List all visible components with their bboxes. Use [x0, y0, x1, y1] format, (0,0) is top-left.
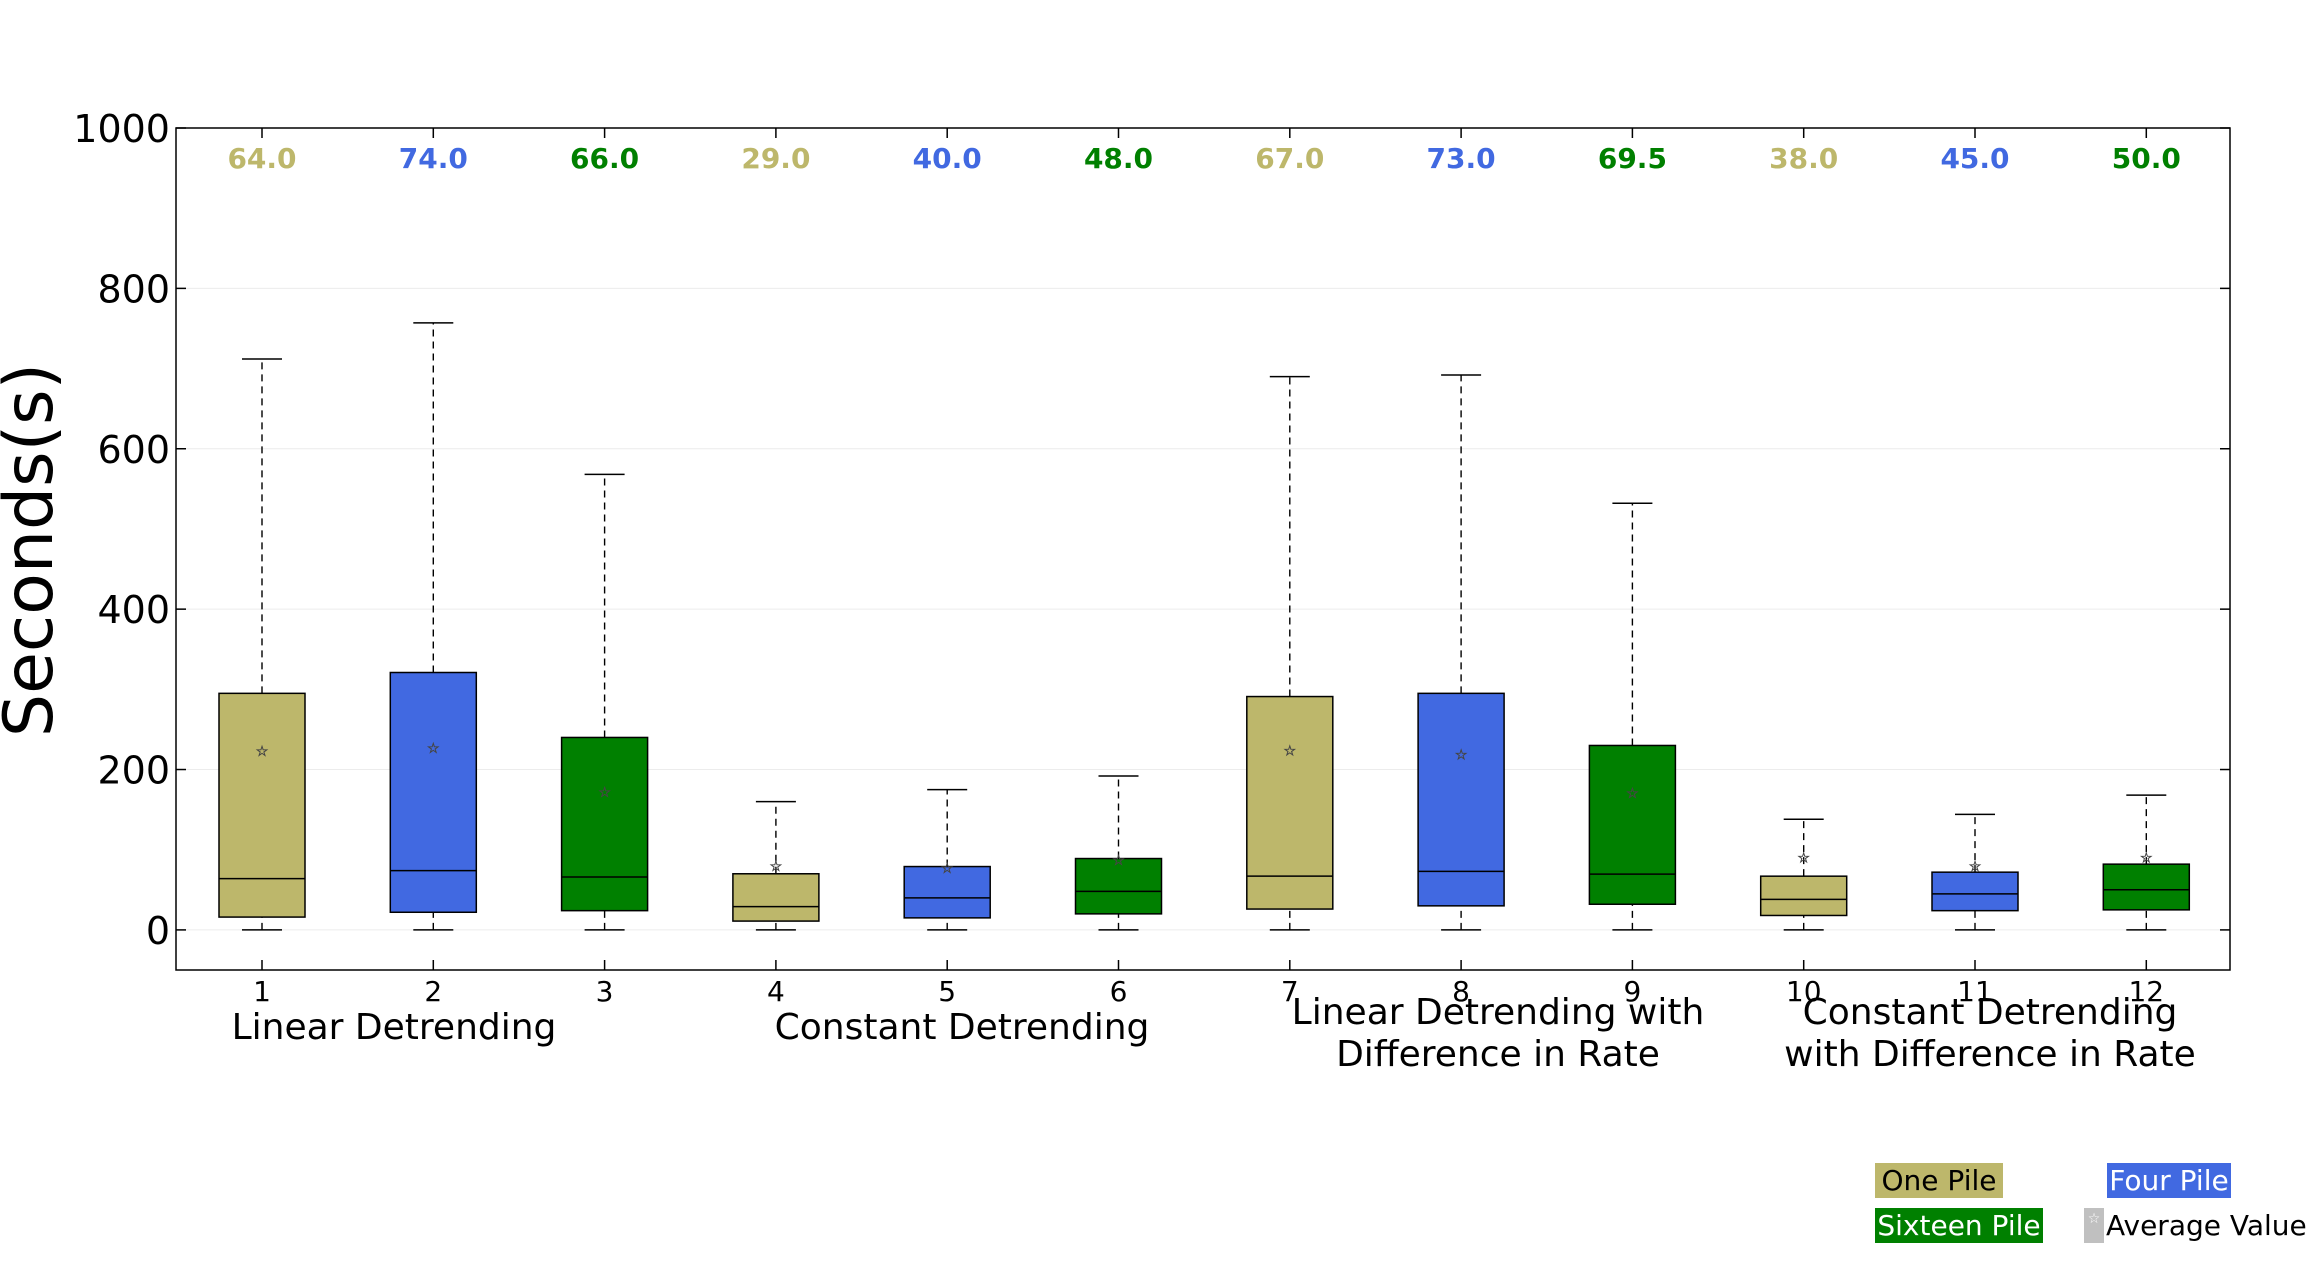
- box-8: ☆: [1417, 374, 1505, 931]
- x-tick-label-3: 3: [596, 975, 614, 1008]
- legend-swatch-0: [1875, 1163, 2003, 1198]
- median-label-2: 74.0: [399, 142, 468, 175]
- box-12: ☆: [2102, 794, 2191, 931]
- box-2: ☆: [389, 322, 478, 931]
- legend-label-0: One Pile: [1882, 1164, 1997, 1197]
- box-4: ☆: [732, 800, 820, 931]
- box-body-3: [560, 736, 649, 912]
- group-label-line: with Difference in Rate: [1784, 1034, 2196, 1075]
- median-label-1: 64.0: [227, 142, 296, 175]
- y-tick-label-4: 800: [97, 267, 170, 311]
- group-label-line: Linear Detrending with: [1292, 992, 1705, 1033]
- x-tick-label-5: 5: [938, 975, 956, 1008]
- box-body-12: [2102, 863, 2191, 911]
- median-label-8: 73.0: [1427, 142, 1496, 175]
- y-axis-label: Seconds(s): [0, 363, 69, 737]
- box-body-6: [1074, 857, 1163, 915]
- y-tick-label-1: 200: [97, 749, 170, 793]
- box-body-1: [218, 692, 306, 918]
- median-label-3: 66.0: [570, 142, 639, 175]
- box-10: ☆: [1759, 818, 1848, 931]
- group-label-line: Constant Detrending: [775, 1007, 1150, 1048]
- mean-marker-1: ☆: [256, 744, 269, 760]
- box-7: ☆: [1246, 375, 1334, 931]
- box-body-5: [903, 865, 991, 919]
- legend-label-2: Sixteen Pile: [1877, 1209, 2040, 1242]
- box-body-11: [1931, 871, 2019, 912]
- mean-marker-5: ☆: [941, 861, 954, 877]
- legend: One Pile Four Pile Sixteen Pile ☆ Average Va…: [1875, 1163, 2307, 1243]
- group-labels: Linear Detrending Constant Detrending Line…: [232, 992, 2196, 1075]
- median-label-10: 38.0: [1769, 142, 1838, 175]
- x-tick-label-8: 8: [1452, 975, 1470, 1008]
- legend-swatch-3: [2084, 1208, 2104, 1243]
- mean-marker-8: ☆: [1455, 747, 1468, 763]
- group-label-3: Linear Detrending with Difference in Rate: [1292, 992, 1705, 1075]
- box-body-4: [732, 873, 820, 922]
- box-body-10: [1759, 875, 1848, 917]
- x-tick-label-11: 11: [1957, 975, 1993, 1008]
- mean-marker-6: ☆: [1112, 853, 1125, 869]
- group-label-line: Difference in Rate: [1336, 1034, 1660, 1075]
- x-tick-label-9: 9: [1623, 975, 1641, 1008]
- box-body-9: [1588, 744, 1677, 905]
- grid-lines: [176, 127, 2230, 931]
- mean-marker-3: ☆: [598, 785, 611, 801]
- legend-label-3: Average Value: [2106, 1209, 2307, 1242]
- mean-marker-4: ☆: [770, 859, 783, 875]
- x-tick-label-2: 2: [424, 975, 442, 1008]
- group-label-2: Constant Detrending: [775, 1007, 1150, 1048]
- median-labels: 64.0 74.0 66.0 29.0 40.0 48.0 67.0 73.0 69.5 38.0…: [227, 142, 2180, 175]
- box-6: ☆: [1074, 775, 1163, 931]
- boxes: ☆ ☆ ☆ ☆ ☆ ☆ ☆ ☆ ☆ ☆ ☆ ☆: [218, 322, 2191, 931]
- group-label-line: Constant Detrending: [1803, 992, 2178, 1033]
- median-label-7: 67.0: [1255, 142, 1324, 175]
- mean-marker-9: ☆: [1626, 786, 1639, 802]
- mean-marker-12: ☆: [2140, 851, 2153, 867]
- legend-label-1: Four Pile: [2109, 1164, 2228, 1197]
- median-label-6: 48.0: [1084, 142, 1153, 175]
- group-label-4: Constant Detrending with Difference in Ra…: [1784, 992, 2196, 1075]
- legend-swatch-2: [1875, 1208, 2043, 1243]
- plot-area-frame: [175, 127, 2231, 971]
- legend-swatch-1: [2107, 1163, 2231, 1198]
- box-body-8: [1417, 692, 1505, 907]
- y-tick-label-2: 400: [97, 588, 170, 632]
- y-axis: 0 200 400 600 800 1000: [73, 107, 2230, 953]
- box-9: ☆: [1588, 502, 1677, 931]
- mean-marker-2: ☆: [427, 741, 440, 757]
- box-1: ☆: [218, 358, 306, 931]
- y-tick-label-3: 600: [97, 428, 170, 472]
- box-5: ☆: [903, 788, 991, 931]
- mean-marker-10: ☆: [1797, 851, 1810, 867]
- median-label-11: 45.0: [1940, 142, 2009, 175]
- box-3: ☆: [560, 473, 649, 931]
- group-label-line: Linear Detrending: [232, 1007, 557, 1048]
- box-body-7: [1246, 695, 1334, 910]
- x-tick-label-1: 1: [253, 975, 271, 1008]
- group-label-1: Linear Detrending: [232, 1007, 557, 1048]
- x-tick-label-4: 4: [767, 975, 785, 1008]
- x-tick-label-10: 10: [1786, 975, 1822, 1008]
- median-label-4: 29.0: [741, 142, 810, 175]
- median-label-5: 40.0: [913, 142, 982, 175]
- box-body-2: [389, 671, 478, 914]
- x-tick-label-6: 6: [1110, 975, 1128, 1008]
- y-tick-label-5: 1000: [73, 107, 170, 151]
- median-label-9: 69.5: [1598, 142, 1667, 175]
- mean-marker-11: ☆: [1969, 859, 1982, 875]
- legend-star-marker: ☆: [2088, 1211, 2101, 1227]
- median-label-12: 50.0: [2112, 142, 2181, 175]
- y-tick-label-0: 0: [146, 909, 170, 953]
- x-axis: 1 2 3 4 5 6 7 8 9 10 11 12: [253, 128, 2164, 1008]
- box-11: ☆: [1931, 813, 2019, 931]
- x-tick-label-7: 7: [1281, 975, 1299, 1008]
- x-tick-label-12: 12: [2128, 975, 2164, 1008]
- mean-marker-7: ☆: [1284, 743, 1297, 759]
